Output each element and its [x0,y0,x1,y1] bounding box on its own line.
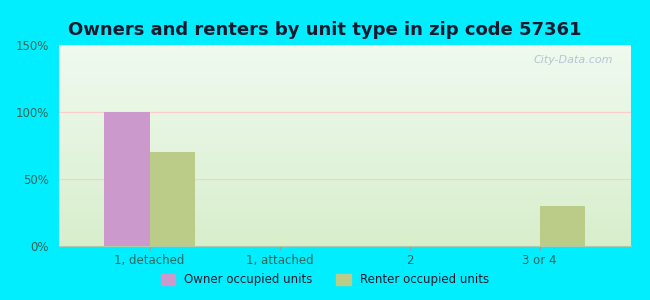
Text: City-Data.com: City-Data.com [534,55,614,65]
Legend: Owner occupied units, Renter occupied units: Owner occupied units, Renter occupied un… [156,269,494,291]
Bar [540,206,585,246]
Text: Owners and renters by unit type in zip code 57361: Owners and renters by unit type in zip c… [68,21,582,39]
Bar [104,112,150,246]
Bar [150,152,195,246]
